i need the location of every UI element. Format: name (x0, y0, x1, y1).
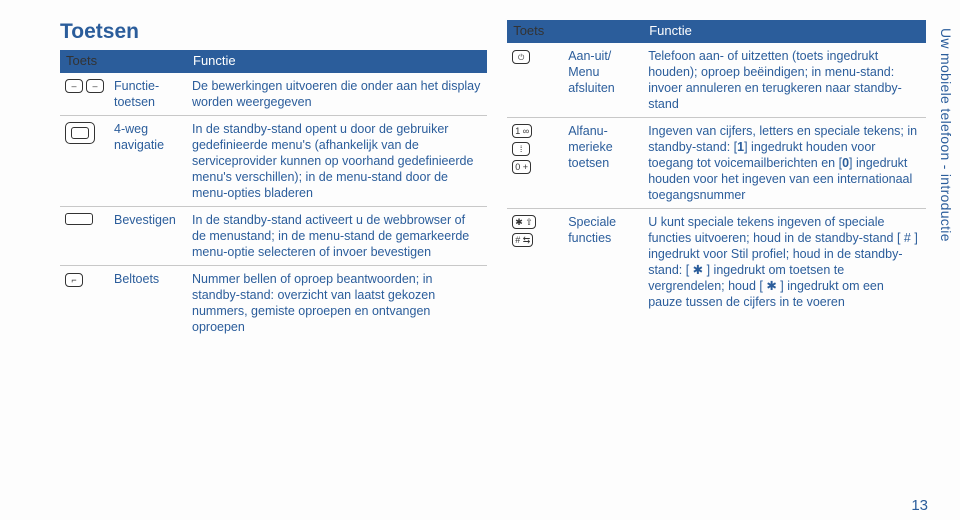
key-desc: Nummer bellen of oproep beantwoorden; in… (187, 265, 487, 340)
key-icon (60, 115, 109, 206)
key-desc: In de standby-stand activeert u de webbr… (187, 206, 487, 265)
table-row: 1 ∞⁞0 +Alfanu- merieke toetsenIngeven va… (507, 117, 926, 208)
page-title: Toetsen (60, 20, 487, 44)
key-label: Beltoets (109, 265, 187, 340)
key-desc: U kunt speciale tekens ingeven of specia… (643, 208, 926, 315)
key-label: Aan-uit/ Menu afsluiten (563, 43, 643, 118)
col-func: Functie (643, 20, 926, 43)
key-label: Functie- toetsen (109, 73, 187, 116)
key-label: Speciale functies (563, 208, 643, 315)
key-icon (507, 43, 563, 118)
key-icon: 1 ∞⁞0 + (507, 117, 563, 208)
table-row: ––Functie- toetsenDe bewerkingen uitvoer… (60, 73, 487, 116)
key-icon: ✱ ⇧# ⇆ (507, 208, 563, 315)
key-desc: In de standby-stand opent u door de gebr… (187, 115, 487, 206)
key-label: Bevestigen (109, 206, 187, 265)
sidebar-label: Uw mobiele telefoon - introductie (938, 0, 960, 520)
page-number: 13 (911, 497, 928, 514)
table-row: Aan-uit/ Menu afsluitenTelefoon aan- of … (507, 43, 926, 118)
key-icon (60, 206, 109, 265)
key-desc: De bewerkingen uitvoeren die onder aan h… (187, 73, 487, 116)
key-desc: Telefoon aan- of uitzetten (toets ingedr… (643, 43, 926, 118)
col-key: Toets (507, 20, 563, 43)
key-icon: –– (60, 73, 109, 116)
keys-table-right: Toets Functie Aan-uit/ Menu afsluitenTel… (507, 20, 926, 315)
table-row: ✱ ⇧# ⇆Speciale functiesU kunt speciale t… (507, 208, 926, 315)
table-row: BeltoetsNummer bellen of oproep beantwoo… (60, 265, 487, 340)
key-desc: Ingeven van cijfers, letters en speciale… (643, 117, 926, 208)
table-row: 4-weg navigatieIn de standby-stand opent… (60, 115, 487, 206)
col-key: Toets (60, 50, 109, 73)
key-label: Alfanu- merieke toetsen (563, 117, 643, 208)
keys-table-left: Toets Functie ––Functie- toetsenDe bewer… (60, 50, 487, 340)
key-icon (60, 265, 109, 340)
col-func: Functie (187, 50, 487, 73)
table-row: BevestigenIn de standby-stand activeert … (60, 206, 487, 265)
key-label: 4-weg navigatie (109, 115, 187, 206)
